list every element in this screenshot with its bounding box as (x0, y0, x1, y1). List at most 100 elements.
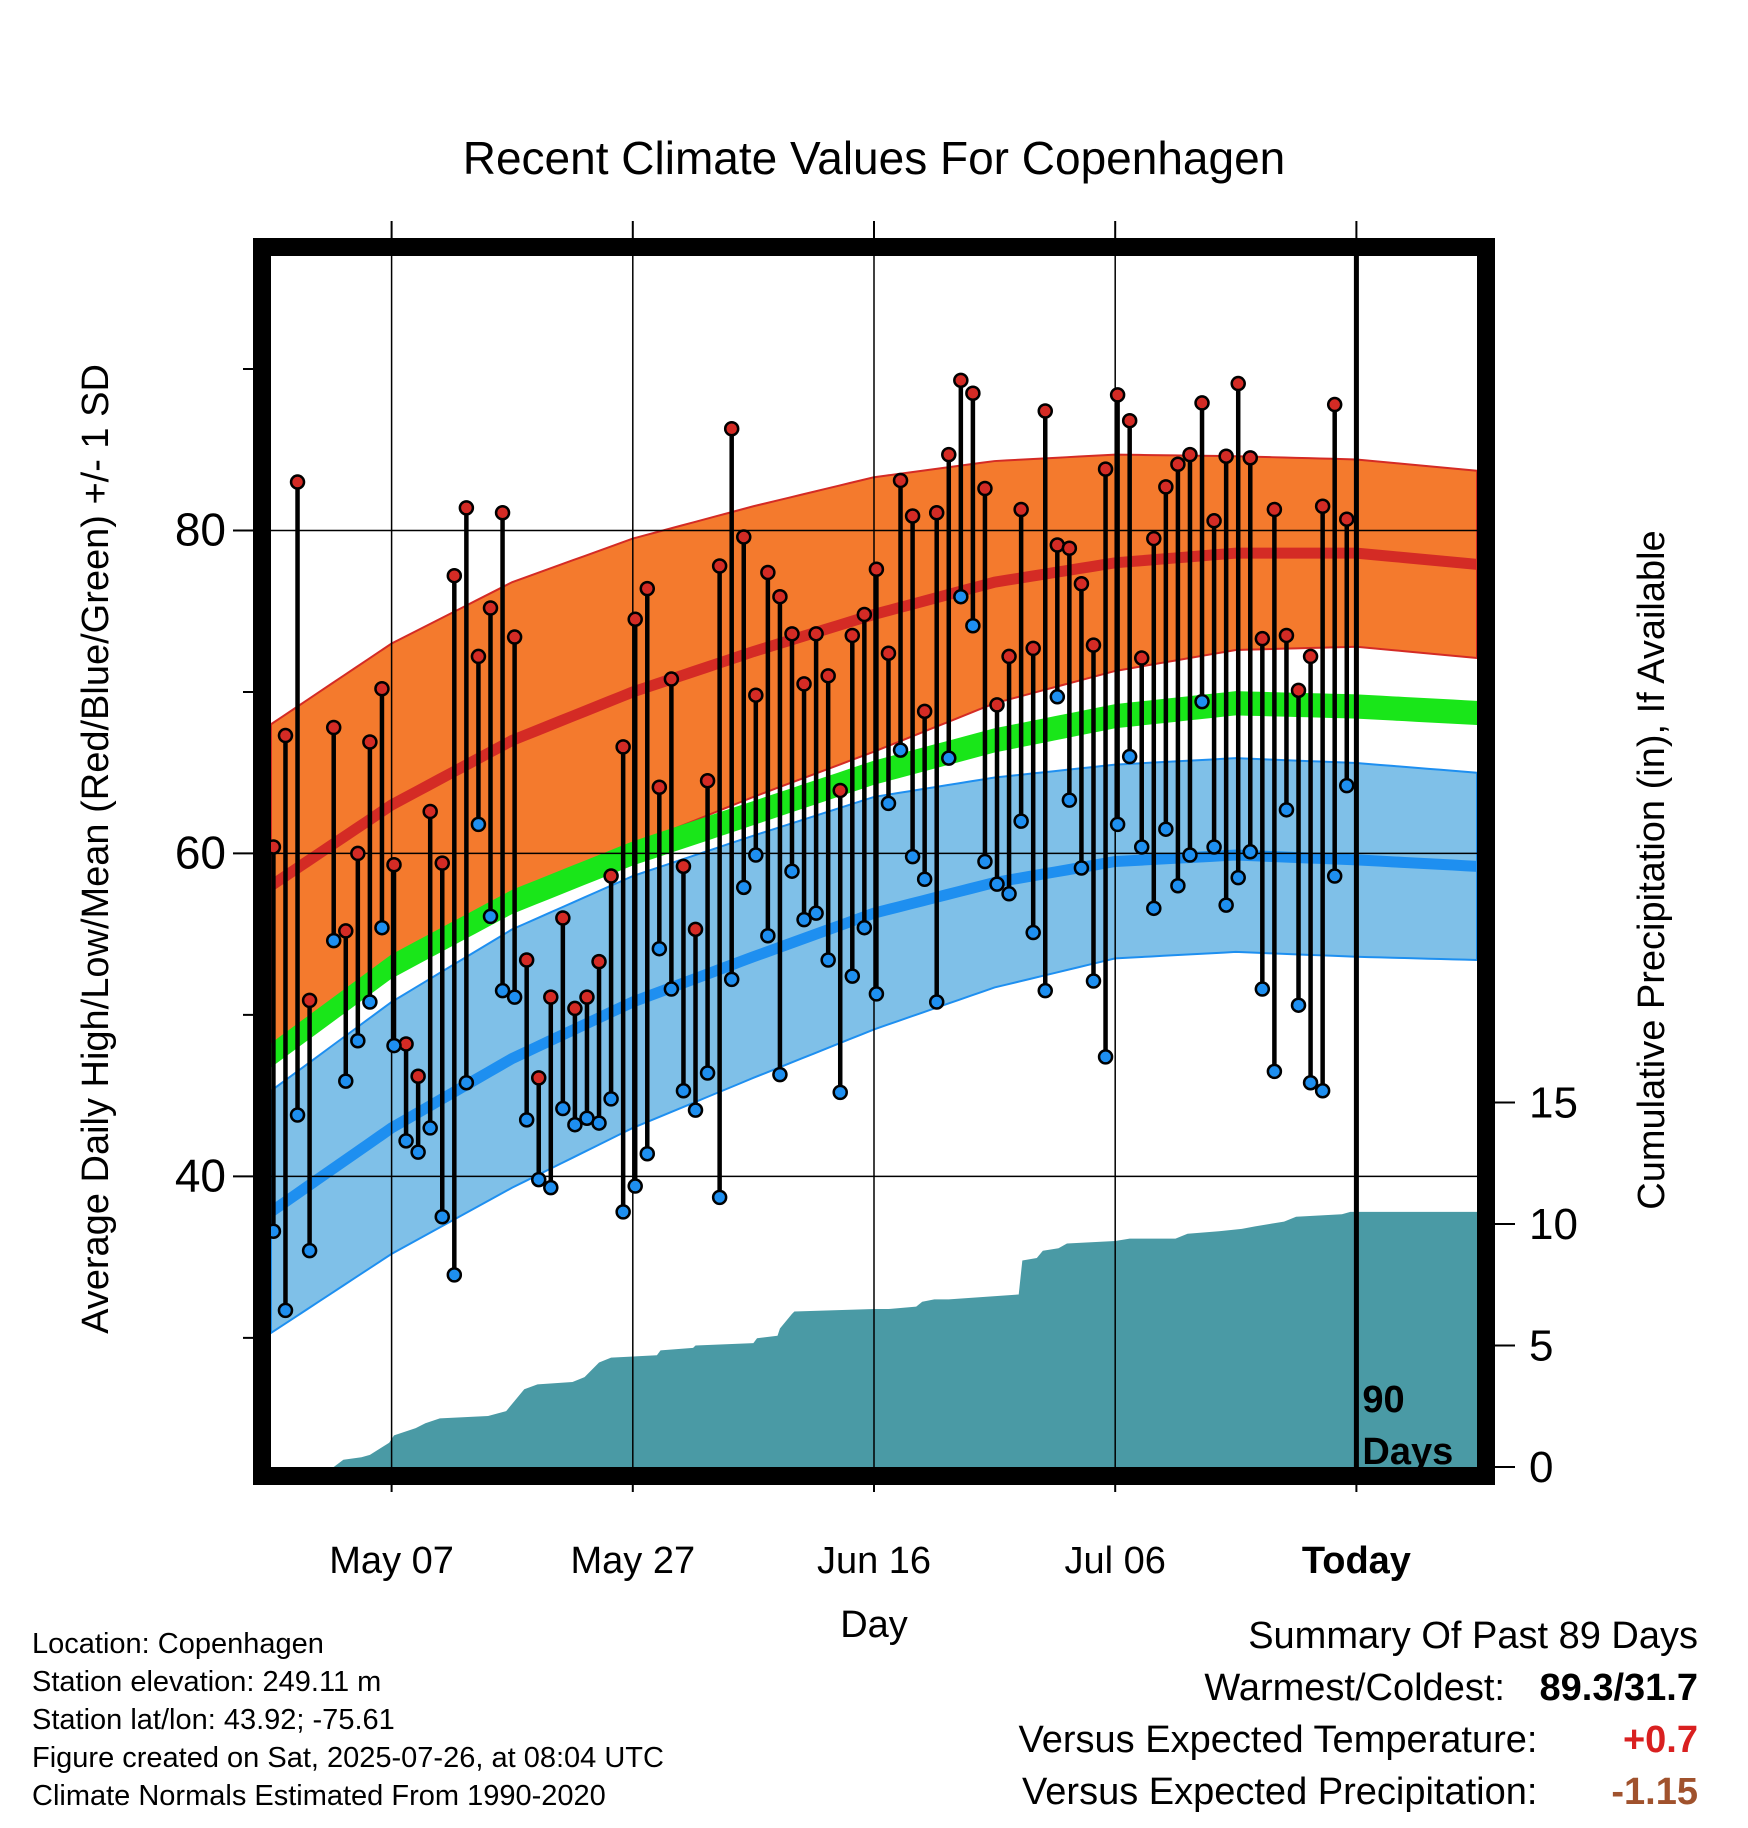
daily-low-point (555, 1100, 571, 1117)
daily-low-point (1109, 816, 1126, 833)
daily-high-point (856, 606, 873, 623)
daily-high-point (1109, 387, 1126, 403)
daily-low-point (518, 1112, 535, 1128)
today-days-label: Days (1362, 1431, 1453, 1473)
daily-low-point (1085, 973, 1102, 989)
daily-high-point (1278, 627, 1295, 644)
daily-high-point (1158, 479, 1174, 495)
daily-low-point (271, 1223, 282, 1240)
y-axis-label: Average Daily High/Low/Mean (Red/Blue/Gr… (75, 364, 117, 1334)
daily-low-point (422, 1120, 438, 1136)
daily-high-point (1025, 640, 1041, 657)
daily-high-point (277, 727, 294, 744)
daily-low-point (1290, 997, 1307, 1013)
daily-high-point (543, 989, 559, 1005)
daily-high-point (1146, 530, 1162, 547)
daily-low-point (928, 994, 945, 1010)
axes: May 07 May 27 Jun 16 Jul 06 Today 40 60 80 0 5 10 1… (175, 221, 1578, 1582)
y-tick-label: 60 (175, 826, 226, 878)
summary-precip-row: Versus Expected Precipitation: -1.15 (1019, 1771, 1698, 1823)
daily-high-point (736, 529, 752, 545)
daily-low-point (651, 940, 668, 957)
daily-high-point (1170, 456, 1186, 473)
daily-low-point (1302, 1074, 1319, 1091)
daily-high-point (892, 472, 909, 489)
latlon-text: Station lat/lon: 43.92; -75.61 (32, 1704, 395, 1736)
x-tick-label: May 27 (570, 1540, 695, 1582)
daily-low-point (446, 1267, 463, 1283)
x-tick-label: Jul 06 (1064, 1540, 1165, 1582)
daily-low-point (410, 1144, 426, 1160)
daily-low-point (1278, 802, 1295, 818)
daily-high-point (1290, 682, 1307, 699)
daily-high-point (271, 839, 282, 855)
daily-high-point (591, 953, 607, 970)
daily-low-point (1097, 1049, 1114, 1065)
daily-low-point (627, 1178, 643, 1194)
daily-high-point (772, 588, 788, 605)
daily-high-point (965, 385, 981, 401)
daily-low-point (1242, 844, 1259, 860)
daily-high-point (603, 868, 619, 884)
precip-value: -1.15 (1611, 1771, 1698, 1813)
daily-high-point (941, 446, 957, 463)
daily-low-point (1061, 792, 1078, 808)
daily-high-point (748, 687, 764, 703)
daily-high-point (1326, 396, 1343, 413)
daily-low-point (663, 981, 680, 997)
daily-high-point (675, 858, 692, 875)
daily-high-point (422, 803, 438, 820)
daily-low-point (1121, 748, 1138, 765)
daily-high-point (651, 779, 668, 795)
daily-high-point (711, 558, 728, 574)
daily-high-point (627, 611, 643, 628)
y2-tick-label: 5 (1529, 1322, 1553, 1371)
daily-high-point (518, 952, 535, 968)
daily-high-point (615, 739, 631, 755)
daily-high-point (1097, 461, 1114, 477)
daily-high-point (1061, 540, 1078, 557)
x-tick-label: Jun 16 (817, 1540, 931, 1582)
daily-high-point (579, 989, 595, 1005)
precip-label: Versus Expected Precipitation: (1022, 1771, 1538, 1813)
daily-low-point (904, 848, 921, 865)
daily-high-point (1314, 498, 1331, 515)
daily-high-point (446, 567, 463, 584)
daily-low-point (591, 1115, 607, 1131)
daily-low-point (530, 1171, 547, 1188)
low-normal-band (271, 757, 1477, 1335)
daily-low-point (1013, 813, 1029, 829)
x-tick-label: Today (1302, 1540, 1411, 1582)
daily-low-point (772, 1066, 788, 1083)
daily-high-point (325, 719, 342, 736)
daily-low-point (941, 750, 957, 766)
daily-low-point (916, 871, 933, 888)
y2-axis-label: Cumulative Precipitation (in), If Availa… (1631, 530, 1673, 1209)
daily-low-point (615, 1204, 631, 1220)
daily-low-point (470, 816, 487, 833)
daily-high-point (916, 703, 933, 720)
daily-high-point (760, 564, 776, 581)
daily-low-point (892, 742, 909, 758)
daily-low-point (1025, 924, 1041, 941)
temp-value: +0.7 (1622, 1719, 1698, 1761)
daily-high-point (555, 910, 571, 926)
daily-high-point (808, 626, 824, 642)
daily-high-point (639, 580, 656, 597)
daily-low-point (711, 1189, 728, 1206)
normals-text: Climate Normals Estimated From 1990-2020 (32, 1780, 606, 1812)
daily-low-point (699, 1065, 716, 1081)
daily-high-point (1121, 412, 1138, 429)
daily-low-point (567, 1116, 583, 1133)
daily-high-point (506, 629, 523, 645)
daily-high-point (663, 671, 680, 687)
daily-low-point (784, 863, 800, 879)
y2-tick-label: 15 (1529, 1079, 1578, 1128)
daily-low-point (277, 1302, 294, 1319)
summary-temp-row: Versus Expected Temperature: +0.7 (1019, 1719, 1698, 1771)
daily-high-point (530, 1070, 547, 1086)
daily-high-point (494, 504, 511, 521)
daily-high-point (1073, 576, 1090, 592)
daily-low-point (543, 1179, 559, 1196)
daily-low-point (1133, 839, 1150, 855)
